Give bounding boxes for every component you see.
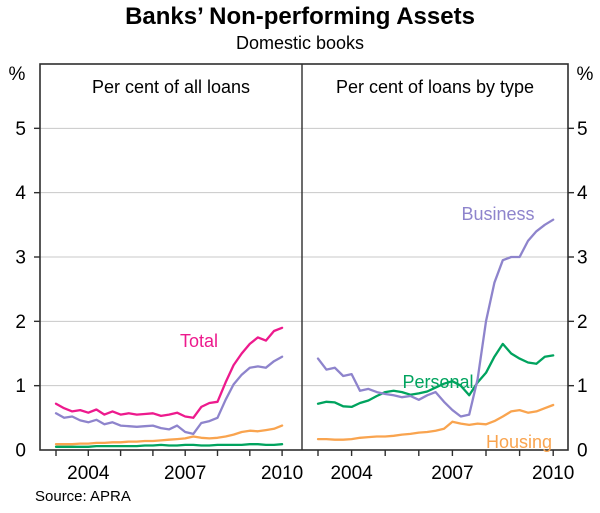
- chart-title: Banks’ Non-performing Assets: [125, 3, 475, 30]
- series-label-personal: Personal: [402, 372, 473, 392]
- series-line-personal-all-loans: [54, 443, 284, 448]
- x-tick-label: 2010: [261, 463, 303, 484]
- percent-label-left: %: [9, 64, 26, 85]
- series-line-personal-by-type: [316, 342, 555, 409]
- y-tick-label-right: 0: [577, 441, 588, 462]
- y-tick-label-left: 0: [15, 441, 26, 462]
- series-line-business-by-type: [316, 218, 555, 418]
- source-note: Source: APRA: [35, 488, 131, 505]
- panel-heading-left: Per cent of all loans: [92, 77, 250, 97]
- y-tick-label-left: 1: [15, 376, 26, 397]
- y-tick-label-left: 5: [15, 119, 26, 140]
- x-tick-label: 2004: [67, 463, 110, 484]
- y-tick-label-right: 2: [577, 312, 588, 333]
- x-tick-label: 2007: [431, 463, 473, 484]
- series-line-total-all-loans: [54, 326, 284, 419]
- y-tick-label-right: 4: [577, 183, 588, 204]
- x-tick-label: 2010: [532, 463, 574, 484]
- y-tick-label-right: 1: [577, 376, 588, 397]
- x-tick-label: 2004: [330, 463, 373, 484]
- x-tick-label: 2007: [164, 463, 206, 484]
- series-label-total: Total: [180, 331, 218, 351]
- y-tick-label-right: 5: [577, 119, 588, 140]
- percent-label-right: %: [577, 64, 594, 85]
- series-line-housing-all-loans: [54, 424, 284, 446]
- series-line-business-all-loans: [54, 355, 284, 436]
- y-tick-label-right: 3: [577, 248, 588, 269]
- chart-subtitle: Domestic books: [235, 33, 365, 53]
- series-line-housing-by-type: [316, 403, 555, 441]
- panel-heading-right: Per cent of loans by type: [336, 77, 534, 97]
- y-tick-label-left: 3: [15, 248, 26, 269]
- y-tick-label-left: 2: [15, 312, 26, 333]
- series-label-housing: Housing: [486, 432, 552, 452]
- series-label-business: Business: [461, 204, 534, 224]
- y-tick-label-left: 4: [15, 183, 26, 204]
